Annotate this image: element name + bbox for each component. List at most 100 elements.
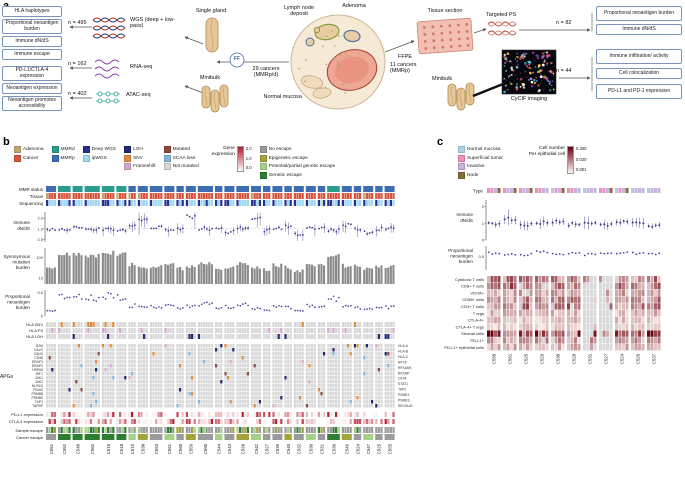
svg-text:Sample escape: Sample escape	[15, 428, 43, 433]
svg-text:Type: Type	[473, 189, 483, 194]
svg-text:mutation: mutation	[12, 260, 30, 265]
legend-item-no-escape: No escape	[259, 146, 336, 153]
ffpe-cancers-label: 11 cancers (MMRp)	[390, 62, 417, 75]
svg-text:NLRC5: NLRC5	[32, 384, 43, 388]
ff-badge	[229, 52, 245, 68]
svg-text:C525: C525	[524, 353, 529, 364]
legend-item-cancer: Cancer	[14, 154, 44, 162]
svg-text:C539: C539	[275, 443, 280, 454]
legend-swatch	[123, 146, 131, 153]
lymph-node-label: Lymph node deposit	[283, 5, 315, 18]
svg-text:PSMB9: PSMB9	[32, 396, 44, 400]
legend-swatch	[163, 146, 171, 153]
atac-seq-icon	[96, 91, 120, 104]
legend-swatch	[14, 146, 21, 153]
legend-swatch	[458, 163, 465, 170]
svg-text:C518: C518	[119, 443, 124, 454]
panel-b-legend: Adenoma Cancer MMRd MMRp Deep WGS lpWGS LOH SNV…	[14, 146, 335, 179]
svg-text:C537: C537	[652, 353, 657, 364]
svg-text:C550: C550	[203, 443, 208, 454]
svg-text:0: 0	[482, 238, 485, 243]
n-ps-label: n = 82	[556, 20, 572, 26]
targeted-ps-label: Targeted PS	[486, 12, 517, 18]
rna-seq-icon	[94, 59, 120, 79]
svg-text:T regs: T regs	[473, 311, 484, 316]
svg-text:CIITA: CIITA	[398, 377, 407, 381]
svg-text:PSME1: PSME1	[398, 393, 410, 397]
svg-text:neoantigen: neoantigen	[450, 254, 473, 259]
legend-item-scaa-loss: SCAA loss	[163, 154, 199, 162]
legend-item-frameshift: Frameshift	[123, 163, 156, 170]
svg-text:C538: C538	[141, 443, 146, 454]
svg-text:TAP1: TAP1	[35, 400, 43, 404]
tissue-section-label: Tissue section	[427, 8, 463, 14]
svg-text:C524: C524	[355, 443, 360, 454]
legend-swatch	[51, 146, 59, 153]
svg-text:C562: C562	[90, 443, 95, 454]
svg-text:C561: C561	[167, 443, 172, 454]
svg-text:VISTA+: VISTA+	[470, 290, 484, 295]
svg-text:RFX5: RFX5	[398, 360, 407, 364]
svg-text:1: 1	[482, 221, 485, 226]
svg-text:C543: C543	[227, 443, 232, 454]
wgs-icon	[92, 17, 126, 39]
svg-text:PDIA3: PDIA3	[33, 388, 43, 392]
legend-item-genetic-escape: Genetic escape	[259, 171, 336, 179]
legend-swatch	[51, 154, 59, 162]
legend-swatch	[163, 154, 171, 162]
svg-text:JAK2: JAK2	[35, 380, 43, 384]
svg-text:Proportional: Proportional	[448, 248, 473, 253]
immune-dnds-plot-c	[487, 209, 661, 231]
svg-text:C552: C552	[62, 443, 67, 454]
legend-swatch	[82, 146, 90, 153]
legend-item-node: Node	[458, 171, 503, 179]
neoantigen-burden-plot	[44, 290, 395, 316]
svg-text:Cancer escape: Cancer escape	[16, 435, 44, 440]
legend-item-not-mutated: Not mutated	[163, 163, 199, 170]
svg-text:1.0: 1.0	[37, 226, 43, 231]
svg-text:C544: C544	[217, 443, 222, 454]
legend-swatch	[458, 146, 465, 153]
flow-box-pdl1-pd1-expression: PD-L1 and PD-1 expression	[596, 84, 682, 99]
minibulk-icon-right	[447, 82, 475, 111]
svg-text:HLA-C: HLA-C	[398, 355, 409, 359]
legend-item-normal-mucosa: Normal mucosa	[458, 146, 503, 153]
svg-text:0.5: 0.5	[37, 290, 43, 295]
svg-text:Immune: Immune	[456, 212, 473, 217]
svg-text:STAT1: STAT1	[398, 382, 408, 386]
ffpe-label: FFPE	[398, 54, 413, 60]
svg-text:C532: C532	[297, 443, 302, 454]
adenoma-label: Adenoma	[342, 3, 366, 9]
svg-text:C531: C531	[588, 353, 593, 364]
svg-text:neoantigen: neoantigen	[7, 300, 30, 305]
svg-text:100: 100	[36, 255, 43, 260]
svg-text:CD68+ cells: CD68+ cells	[462, 297, 484, 302]
svg-text:APGs: APGs	[0, 374, 13, 380]
svg-text:C526: C526	[636, 353, 641, 364]
panel-c-legend: Normal mucosa Superficial tumor Invasive No…	[458, 146, 586, 179]
svg-text:C549: C549	[345, 443, 350, 454]
svg-text:C530: C530	[556, 353, 561, 364]
flow-box-immune-dnds-right: Immune dN/dS	[596, 24, 682, 35]
svg-text:Immune: Immune	[13, 220, 30, 225]
svg-text:CD4+ T cells: CD4+ T cells	[461, 304, 484, 309]
legend-swatch	[458, 154, 465, 162]
svg-text:CTLA-4+ T regs: CTLA-4+ T regs	[456, 324, 484, 329]
legend-item-invasive: Invasive	[458, 163, 503, 170]
legend-item-deep-wgs: Deep WGS	[82, 146, 116, 153]
svg-text:0.5: 0.5	[37, 237, 43, 242]
panel-a-illustration	[69, 13, 593, 113]
svg-text:CTLA-4 expression: CTLA-4 expression	[9, 419, 43, 424]
minibulk-icon-left	[201, 84, 229, 113]
svg-text:C529: C529	[540, 353, 545, 364]
minibulk-left-label: Minibulk	[199, 75, 221, 81]
svg-text:TAP2: TAP2	[398, 388, 406, 392]
svg-text:C547: C547	[366, 443, 371, 454]
targeted-ps-icon	[487, 21, 517, 36]
svg-text:C559: C559	[189, 443, 194, 454]
svg-text:C524: C524	[620, 353, 625, 364]
synonymous-burden-plot	[44, 248, 395, 284]
svg-text:PD-L1+: PD-L1+	[470, 338, 484, 343]
